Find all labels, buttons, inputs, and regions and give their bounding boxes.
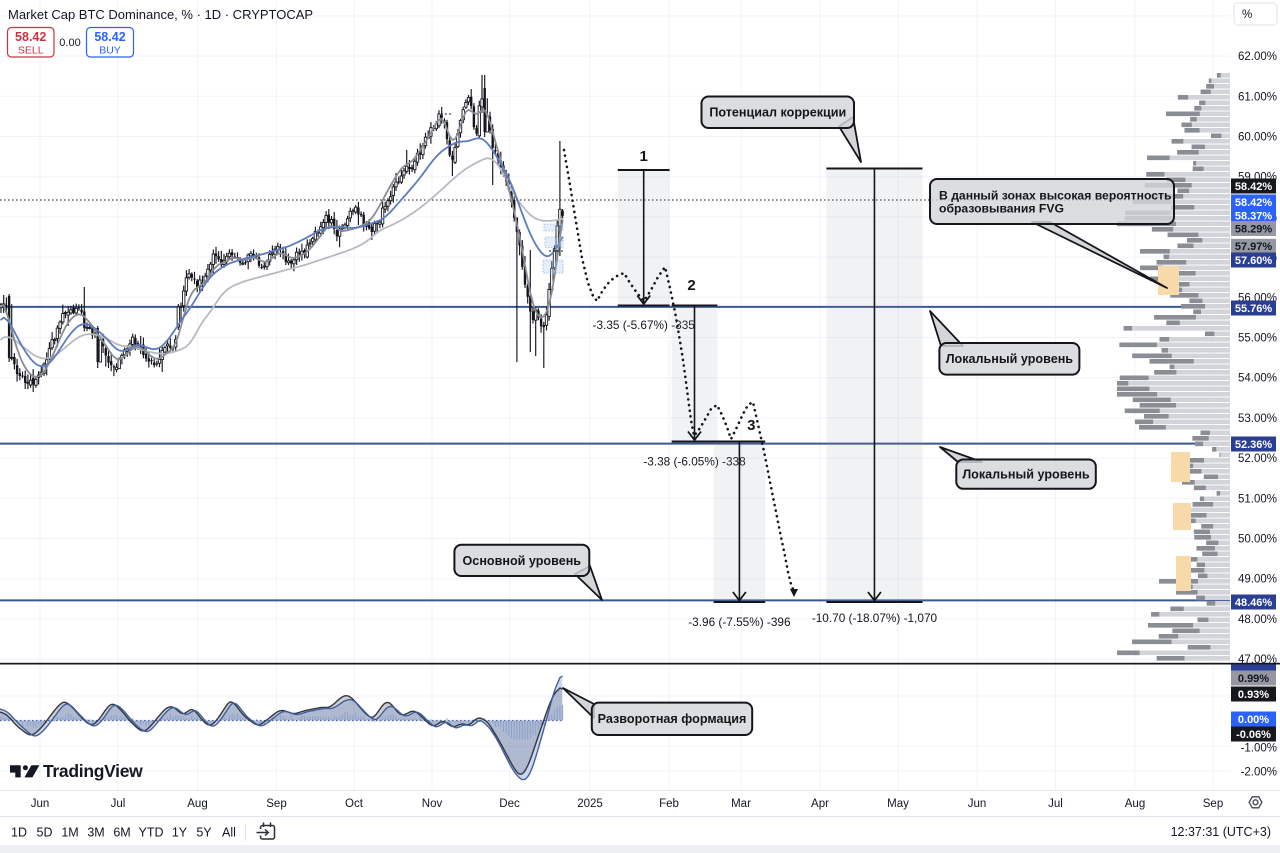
svg-text:-3.38 (-6.05%) -338: -3.38 (-6.05%) -338 [643,455,746,469]
svg-text:58.29%: 58.29% [1235,223,1273,235]
svg-text:-1.00%: -1.00% [1241,742,1277,754]
svg-text:53.00%: 53.00% [1238,413,1277,425]
svg-text:Sep: Sep [1203,798,1223,810]
svg-text:Jul: Jul [111,798,126,810]
svg-text:Apr: Apr [811,798,829,810]
svg-text:0.99%: 0.99% [1238,673,1269,685]
svg-text:Потенциал коррекции: Потенциал коррекции [709,106,846,120]
svg-text:58.42: 58.42 [94,30,125,44]
svg-text:Mar: Mar [731,798,751,810]
svg-text:Основной уровень: Основной уровень [463,554,582,568]
svg-text:TradingView: TradingView [43,761,143,781]
svg-text:-3.96 (-7.55%) -396: -3.96 (-7.55%) -396 [688,615,791,629]
svg-text:62.00%: 62.00% [1238,51,1277,63]
svg-text:5D: 5D [37,826,53,840]
svg-text:0.93%: 0.93% [1238,689,1269,701]
svg-text:Oct: Oct [345,798,364,810]
svg-text:1: 1 [640,148,648,165]
svg-text:6M: 6M [113,826,130,840]
svg-text:Разворотная формация: Разворотная формация [598,712,747,726]
svg-text:SELL: SELL [18,45,44,57]
svg-text:В данный зонах высокая вероятн: В данный зонах высокая вероятность [939,188,1172,202]
svg-text:BUY: BUY [99,45,121,57]
svg-text:образовывания FVG: образовывания FVG [939,201,1064,215]
svg-text:YTD: YTD [139,826,164,840]
svg-text:52.36%: 52.36% [1235,439,1273,451]
svg-text:Jun: Jun [31,798,50,810]
svg-text:Nov: Nov [422,798,443,810]
svg-text:55.76%: 55.76% [1235,303,1273,315]
svg-text:58.42: 58.42 [15,30,46,44]
svg-text:-0.06%: -0.06% [1236,729,1271,741]
svg-text:Feb: Feb [659,798,679,810]
svg-text:52.00%: 52.00% [1238,453,1277,465]
svg-text:-3.35 (-5.67%) -335: -3.35 (-5.67%) -335 [593,318,696,332]
svg-text:1Y: 1Y [172,826,188,840]
svg-text:58.37%: 58.37% [1235,210,1273,222]
svg-text:50.00%: 50.00% [1238,534,1277,546]
svg-text:2: 2 [687,277,695,294]
svg-text:12:37:31 (UTC+3): 12:37:31 (UTC+3) [1171,825,1271,839]
svg-text:-2.00%: -2.00% [1241,767,1277,779]
svg-text:48.46%: 48.46% [1235,597,1273,609]
svg-text:Aug: Aug [1125,798,1145,810]
svg-text:48.00%: 48.00% [1238,614,1277,626]
svg-text:57.60%: 57.60% [1235,255,1273,267]
svg-text:Локальный уровень: Локальный уровень [962,468,1090,482]
svg-text:49.00%: 49.00% [1238,574,1277,586]
svg-text:54.00%: 54.00% [1238,373,1277,385]
svg-text:5Y: 5Y [196,826,212,840]
svg-text:58.42%: 58.42% [1235,197,1273,209]
svg-text:57.97%: 57.97% [1235,241,1273,253]
svg-text:Локальный уровень: Локальный уровень [946,352,1074,366]
svg-text:Market Cap BTC Dominance, % ·: Market Cap BTC Dominance, % · 1D · CRYPT… [8,7,313,22]
svg-text:60.00%: 60.00% [1238,132,1277,144]
svg-text:0.00%: 0.00% [1238,714,1269,726]
svg-text:1D: 1D [11,826,27,840]
svg-text:Aug: Aug [187,798,207,810]
svg-text:55.00%: 55.00% [1238,333,1277,345]
svg-text:May: May [887,798,909,810]
svg-text:0.00: 0.00 [59,37,80,49]
svg-text:-10.70 (-18.07%) -1,070: -10.70 (-18.07%) -1,070 [812,611,938,625]
svg-text:3M: 3M [87,826,104,840]
svg-text:1M: 1M [61,826,78,840]
svg-text:2025: 2025 [577,798,603,810]
svg-text:Sep: Sep [266,798,286,810]
svg-text:Jun: Jun [968,798,987,810]
svg-text:Jul: Jul [1048,798,1063,810]
svg-text:58.42%: 58.42% [1235,181,1273,193]
svg-text:Dec: Dec [499,798,520,810]
svg-text:47.00%: 47.00% [1238,654,1277,666]
svg-text:3: 3 [747,417,755,434]
svg-text:%: % [1242,9,1252,21]
svg-text:51.00%: 51.00% [1238,493,1277,505]
svg-text:61.00%: 61.00% [1238,91,1277,103]
svg-text:All: All [222,826,236,840]
